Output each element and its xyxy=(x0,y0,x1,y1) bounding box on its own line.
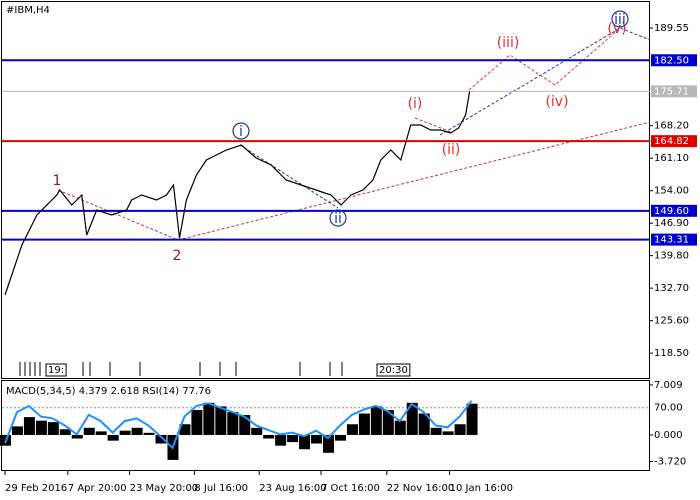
y-tick-label: 0.000 xyxy=(654,430,683,441)
price-line xyxy=(4,91,471,296)
indicator-header: MACD(5,34,5) 4.379 2.618 RSI(14) 77.76 xyxy=(6,386,211,397)
wave-label: (iii) xyxy=(497,35,520,51)
wave-circle xyxy=(232,122,250,140)
level-label: 164.82 xyxy=(654,136,689,147)
wave-circle xyxy=(329,209,347,227)
y-tick-label: -3.720 xyxy=(654,457,686,468)
level-label: 149.60 xyxy=(654,206,689,217)
macd-bar xyxy=(322,434,334,453)
wave-circle xyxy=(611,10,629,28)
macd-bar xyxy=(370,406,382,435)
macd-bar xyxy=(11,426,23,435)
macd-bar xyxy=(299,434,311,450)
macd-bar xyxy=(35,420,47,435)
macd-bar xyxy=(358,413,370,435)
wave-label: iii xyxy=(614,12,626,28)
wave-label: 2 xyxy=(173,248,182,264)
trend-line xyxy=(439,27,651,136)
macd-bar xyxy=(394,420,406,435)
macd-bar xyxy=(59,429,71,435)
y-tick-label: 7.009 xyxy=(654,380,683,391)
macd-bar xyxy=(215,406,227,435)
x-tick-label: 7 Oct 16:00 xyxy=(321,483,380,494)
macd-bar xyxy=(334,434,346,441)
x-tick-label: 7 Apr 20:00 xyxy=(68,483,127,494)
macd-bar xyxy=(191,409,203,435)
macd-bar xyxy=(251,427,263,435)
y-tick-label: 139.80 xyxy=(654,251,689,262)
x-tick-label: 22 Nov 16:00 xyxy=(387,483,454,494)
level-label: 143.31 xyxy=(654,235,689,246)
macd-bar xyxy=(442,431,454,435)
y-tick-label: 118.50 xyxy=(654,348,689,359)
macd-bar xyxy=(203,402,215,435)
level-label-box xyxy=(651,204,697,217)
macd-bar xyxy=(71,434,83,439)
separator-box xyxy=(376,363,411,377)
macd-bar xyxy=(107,434,119,441)
macd-bar xyxy=(454,424,466,435)
x-tick-label: 23 May 20:00 xyxy=(130,483,199,494)
wave-label: (i) xyxy=(408,96,423,112)
trend-line xyxy=(239,144,339,209)
macd-bar xyxy=(466,403,478,435)
wave-label: (ii) xyxy=(442,142,461,158)
macd-bar xyxy=(227,412,239,435)
separator-box xyxy=(45,363,67,377)
level-label-box xyxy=(651,54,697,67)
x-tick-label: 29 Feb 2016 xyxy=(5,483,67,494)
macd-bar xyxy=(47,422,59,435)
y-tick-label: 161.10 xyxy=(654,153,689,164)
macd-bar xyxy=(23,417,35,435)
macd-bar xyxy=(287,434,299,443)
x-tick-label: 10 Jan 16:00 xyxy=(450,483,513,494)
separator-label: 20:30 xyxy=(379,365,408,376)
x-tick-label: 8 Jul 16:00 xyxy=(194,483,248,494)
macd-bar xyxy=(131,427,143,435)
macd-bar xyxy=(418,413,430,435)
macd-bar xyxy=(275,434,287,446)
y-tick-label: 154.00 xyxy=(654,186,689,197)
level-label-box xyxy=(651,135,697,148)
macd-bar xyxy=(95,431,107,435)
macd-bar xyxy=(83,427,95,435)
macd-bar xyxy=(263,434,275,439)
level-label-box xyxy=(651,85,697,98)
y-tick-label: 189.55 xyxy=(654,23,689,34)
wave-label: (v) xyxy=(607,21,626,37)
macd-bar xyxy=(239,414,251,435)
macd-bar xyxy=(346,424,358,435)
macd-bar xyxy=(382,409,394,435)
separator-label: 19: xyxy=(48,365,64,376)
wave-label: (iv) xyxy=(545,94,568,110)
level-label: 182.50 xyxy=(654,55,689,66)
y-tick-label: 132.70 xyxy=(654,283,689,294)
rsi-line xyxy=(4,400,473,450)
level-label: 175.71 xyxy=(654,86,689,97)
forecast-line xyxy=(468,27,621,91)
wave-label: i xyxy=(239,124,243,140)
y-tick-label: 125.60 xyxy=(654,316,689,327)
x-tick-label: 23 Aug 16:00 xyxy=(259,483,326,494)
macd-bar xyxy=(430,427,442,435)
trend-line xyxy=(414,117,452,133)
macd-bar xyxy=(179,424,191,435)
y2-tick-label: 70.00 xyxy=(654,403,683,414)
y-tick-label: 168.20 xyxy=(654,121,689,132)
macd-bar xyxy=(155,434,167,444)
macd-bar xyxy=(119,430,131,435)
wave-label: ii xyxy=(334,211,342,227)
indicator-panel-frame xyxy=(1,380,650,471)
level-label-box xyxy=(651,233,697,246)
main-panel-frame xyxy=(1,1,650,379)
macd-bar xyxy=(143,432,155,435)
chart-title: #IBM,H4 xyxy=(6,5,50,16)
wave-label: 1 xyxy=(53,173,62,189)
y-tick-label: 146.90 xyxy=(654,218,689,229)
macd-bar xyxy=(311,434,323,444)
macd-bar xyxy=(406,402,418,435)
